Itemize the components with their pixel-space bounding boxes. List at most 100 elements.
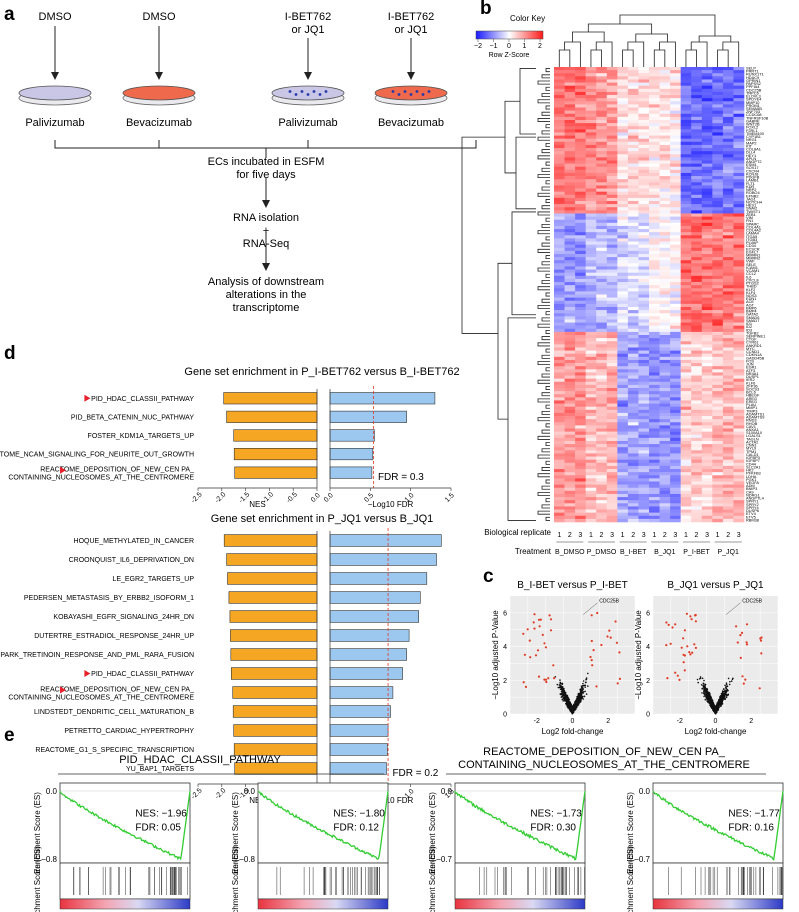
heatmap-cell [585,163,597,168]
heatmap-cell [596,119,608,124]
heatmap-cell [638,148,650,152]
heatmap-cell [627,459,639,464]
heatmap-cell [712,91,724,96]
heatmap-cell [638,179,650,183]
heatmap-cell [617,257,629,261]
heatmap-cell [554,425,565,429]
heatmap-cell [680,303,692,308]
heatmap-cell [638,444,650,448]
dendrogram-branch [537,491,550,496]
heatmap-cell [680,406,692,411]
heatmap-cell [554,450,565,454]
gene-label: GPRIN1 [746,78,761,83]
heatmap-cell [575,465,586,470]
heatmap-cell [596,459,608,464]
heatmap-cell [659,497,671,501]
volcano-point [727,677,730,680]
treatment-label-line2: or JQ1 [394,24,427,36]
heatmap-cell [670,416,681,420]
heatmap-cell [606,381,618,386]
heatmap-cell [701,282,713,286]
heatmap-cell [554,518,565,523]
heatmap-cell [701,138,713,143]
heatmap-cell [659,341,671,345]
heatmap-cell [638,450,650,454]
significant-point [666,677,669,680]
heatmap-cell [585,366,597,370]
heatmap-cell [701,154,713,158]
volcano-point [726,685,729,688]
volcano-point [702,682,705,685]
volcano-point [560,685,562,687]
treatment-group-label: B_DMSO [555,549,585,556]
heatmap-cell [659,232,671,236]
heatmap-cell [701,104,713,108]
treatment-label: Treatment [515,547,552,556]
significant-point [691,651,694,654]
heatmap-cell [585,73,597,77]
heatmap-cell [701,425,713,429]
volcano-point [568,706,570,709]
heatmap-cell [670,493,681,498]
heatmap-cell [649,406,660,411]
heatmap-cell [722,453,734,457]
significant-point [671,626,674,629]
heatmap-cell [701,428,713,432]
heatmap-cell [701,481,713,485]
heatmap-cell [554,204,565,208]
heatmap-cell [680,375,692,379]
heatmap-cell [606,306,618,311]
volcano-point [715,710,717,712]
heatmap-cell [564,294,576,298]
heatmap-cell [627,182,639,186]
heatmap-cell [638,166,650,171]
volcano-point [701,677,704,680]
heatmap-cell [712,497,724,501]
heatmap-cell [554,88,565,93]
volcano-point [575,701,577,703]
heatmap-cell [617,260,629,264]
heatmap-cell [617,356,629,361]
volcano-point [561,698,563,701]
heatmap-cell [606,469,618,473]
heatmap-cell [627,241,639,245]
heatmap-cell [680,462,692,467]
heatmap-cell [670,154,681,158]
heatmap-cell [712,381,724,386]
heatmap-cell [585,232,597,236]
gene-label: KDR [746,184,754,189]
heatmap-cell [670,216,681,221]
heatmap-cell [691,185,703,189]
heatmap-cell [554,515,565,520]
heatmap-cell [680,503,692,507]
heatmap-cell [617,428,629,432]
heatmap-cell [680,484,692,489]
heatmap-cell [680,366,692,370]
heatmap-cell [701,325,713,330]
heatmap-cell [649,335,660,339]
heatmap-cell [659,188,671,192]
color-key-tick-label: 2 [538,43,542,50]
heatmap-cell [722,275,734,280]
dendrogram-branch [619,14,716,36]
heatmap-cell [554,85,565,90]
dendrogram-branch [537,211,550,216]
flow-connector [54,140,477,265]
heatmap-cell [701,512,713,517]
heatmap-cell [554,391,565,395]
heatmap-cell [670,241,681,245]
heatmap-cell [649,440,660,445]
heatmap-cell [649,250,660,255]
gene-label: CAV1 [746,424,756,429]
heatmap-cell [627,197,639,202]
heatmap-cell [670,285,681,289]
heatmap-cell [606,403,618,407]
heatmap-cell [722,397,734,401]
heatmap-cell [585,169,597,174]
gene-label: NOTCH4 [746,200,763,205]
heatmap-cell [554,394,565,398]
heatmap-cell [554,437,565,442]
heatmap-cell [649,123,660,127]
heatmap-cell [649,263,660,267]
dendrogram-branch [653,49,666,67]
